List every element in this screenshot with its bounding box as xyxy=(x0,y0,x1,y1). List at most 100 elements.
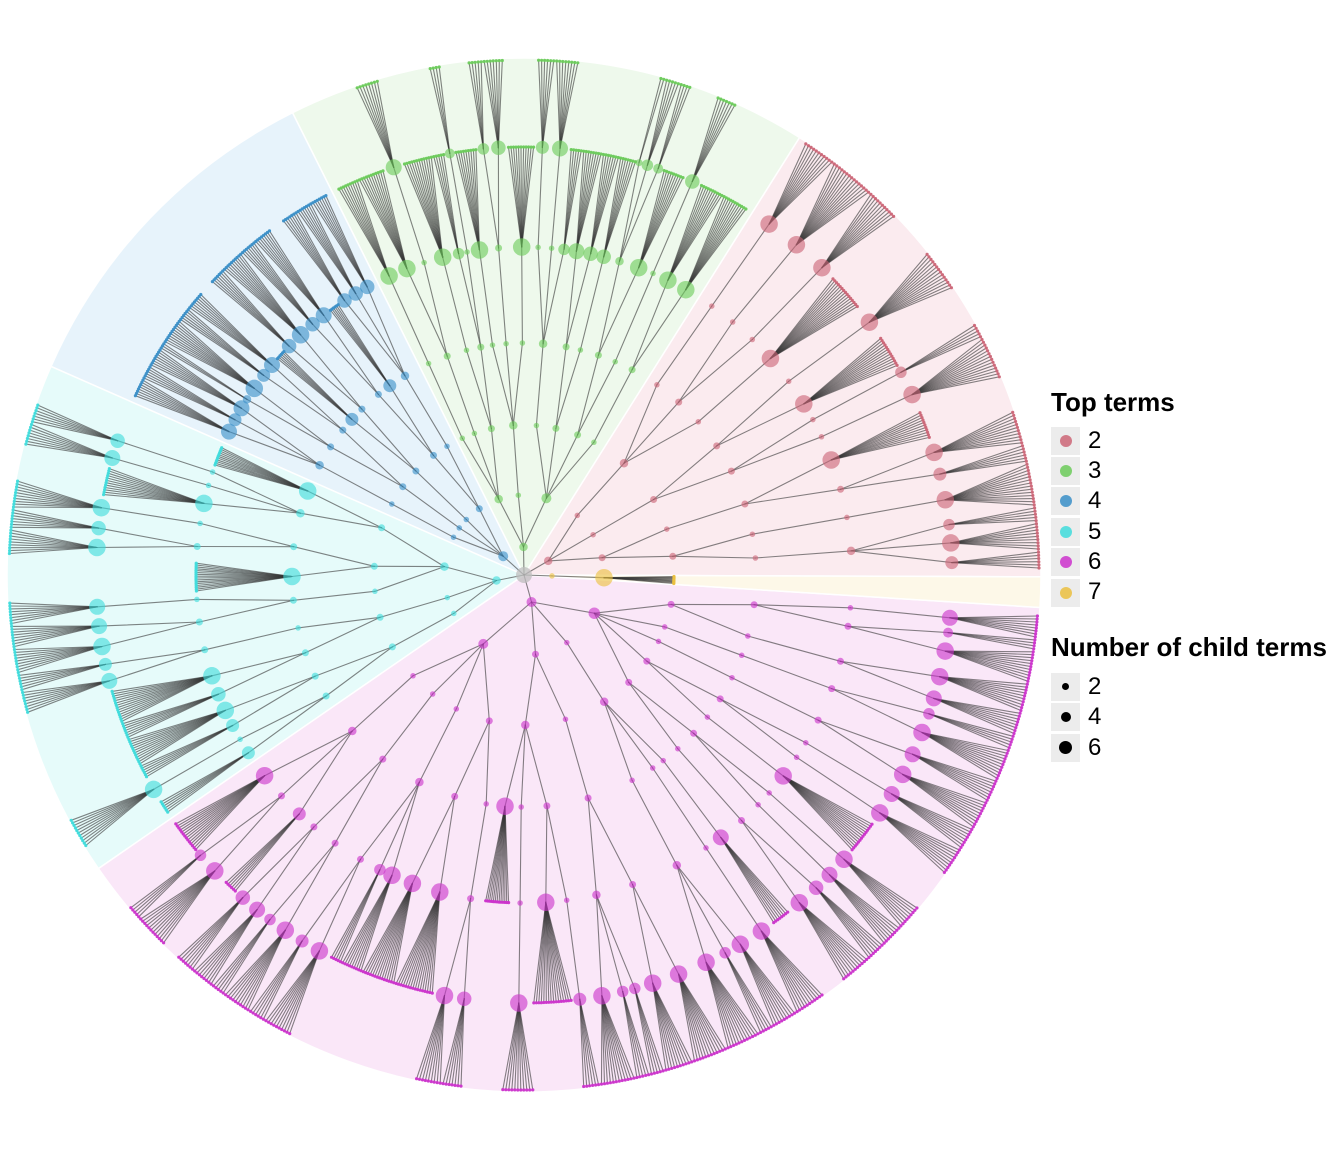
leaf-tip xyxy=(723,1047,727,1051)
legend-key xyxy=(1051,578,1080,607)
leaf-tip xyxy=(860,961,864,966)
tree-node xyxy=(278,792,285,800)
tree-edge xyxy=(504,724,526,807)
leaf-tip xyxy=(423,989,427,994)
leaf-tip xyxy=(1035,531,1039,535)
tree-edge xyxy=(98,621,200,627)
leaf-tip xyxy=(36,403,40,407)
tree-edge xyxy=(747,635,842,662)
tree-node xyxy=(558,243,570,256)
leaf-tip xyxy=(1027,475,1032,479)
tree-edge xyxy=(603,157,622,258)
leaf-tip xyxy=(407,161,411,165)
tree-edge xyxy=(307,490,383,529)
tree-edge xyxy=(8,546,98,555)
leaf-tip xyxy=(887,210,891,214)
leaf-tip xyxy=(876,947,880,952)
leaf-tip xyxy=(1030,490,1034,494)
leaf-tip xyxy=(408,986,413,990)
legend-key xyxy=(1051,457,1080,486)
tree-edge xyxy=(360,874,393,972)
tree-node xyxy=(518,804,524,810)
tree-edge xyxy=(601,528,668,559)
leaf-tip xyxy=(1005,751,1009,755)
leaf-tip xyxy=(764,1028,768,1032)
tree-node xyxy=(209,469,216,475)
tree-node xyxy=(495,244,503,252)
tree-edge xyxy=(288,345,363,410)
tree-edge xyxy=(524,653,537,726)
tree-node xyxy=(941,609,958,626)
leaf-tip xyxy=(241,1005,245,1009)
leaf-tip xyxy=(11,508,15,512)
tree-edge xyxy=(300,334,363,410)
leaf-tip xyxy=(1031,497,1035,501)
tree-edge xyxy=(298,730,353,815)
leaf-tip xyxy=(69,818,73,822)
leaf-tip xyxy=(844,975,848,979)
tree-edge xyxy=(17,645,103,674)
leaf-tip xyxy=(1028,667,1032,672)
leaf-tip xyxy=(1010,737,1014,741)
leaf-tip xyxy=(454,150,458,154)
leaf-tip xyxy=(940,273,945,277)
tree-node xyxy=(383,866,401,885)
tree-edge xyxy=(693,732,759,806)
tree-node xyxy=(923,708,935,720)
leaf-tip xyxy=(772,1023,776,1027)
tree-edge xyxy=(504,805,510,904)
leaf-tip xyxy=(529,145,533,149)
leaf-tip xyxy=(430,991,434,995)
tree-node xyxy=(643,974,662,992)
leaf-tip xyxy=(424,156,428,160)
tree-edge xyxy=(520,724,526,808)
leaf-tip xyxy=(355,86,359,90)
tree-edge xyxy=(423,262,448,357)
leaf-tip xyxy=(997,375,1001,379)
tree-node xyxy=(661,624,668,630)
tree-edge xyxy=(796,756,881,814)
tree-node xyxy=(595,568,613,587)
tree-edge xyxy=(338,188,390,277)
tree-edge xyxy=(534,653,567,720)
tree-node xyxy=(729,674,735,681)
leaf-tip xyxy=(944,868,948,872)
leaf-tip xyxy=(1015,425,1020,430)
leaf-tip xyxy=(387,979,391,983)
legend-key xyxy=(1051,517,1080,546)
leaf-tip xyxy=(971,825,975,829)
tree-edge xyxy=(521,246,523,344)
tree-node xyxy=(591,439,597,446)
leaf-tip xyxy=(413,987,417,991)
leaf-tip xyxy=(427,156,431,160)
tree-node xyxy=(564,639,570,646)
tree-node xyxy=(795,395,813,413)
leaf-tip xyxy=(402,162,407,166)
tree-edge xyxy=(678,973,726,1050)
tree-edge xyxy=(623,421,699,464)
tree-node xyxy=(593,987,611,1005)
leaf-tip xyxy=(1020,444,1025,448)
leaf-tip xyxy=(236,1001,240,1005)
leaf-tip xyxy=(8,540,12,544)
legend-label: 2 xyxy=(1088,672,1102,700)
tree-edge xyxy=(325,646,393,697)
tree-node xyxy=(635,159,643,167)
leaf-tip xyxy=(406,985,410,989)
tree-node xyxy=(649,765,656,771)
tree-edge xyxy=(545,427,557,499)
leaf-tip xyxy=(685,84,689,89)
leaf-tip xyxy=(375,79,379,83)
tree-node xyxy=(844,514,850,521)
leaf-tip xyxy=(761,1029,765,1033)
leaf-tip xyxy=(929,257,933,261)
tree-node xyxy=(690,729,698,737)
leaf-tip xyxy=(1015,723,1019,727)
leaf-tip xyxy=(24,442,28,446)
tree-node xyxy=(713,442,721,450)
leaf-tip xyxy=(813,998,817,1002)
leaf-tip xyxy=(981,806,985,810)
leaf-tip xyxy=(469,148,473,152)
leaf-tip xyxy=(884,939,888,943)
leaf-tip xyxy=(1027,673,1031,678)
